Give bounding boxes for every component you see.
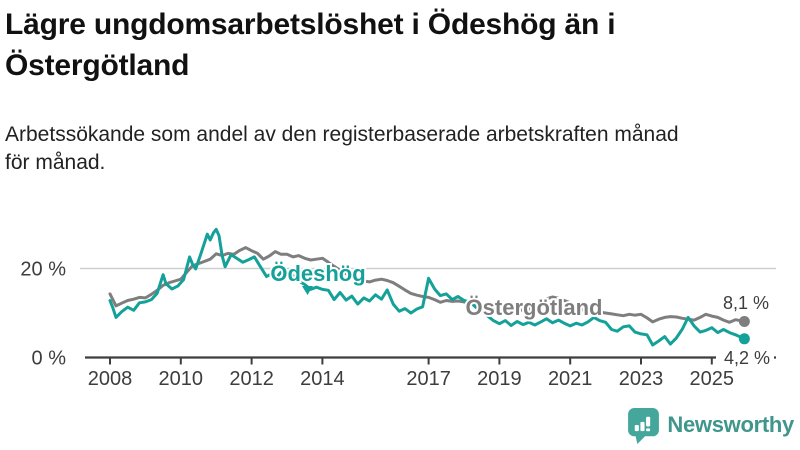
branding: Newsworthy <box>627 406 794 444</box>
chart-title: Lägre ungdomsarbetslöshet i Ödeshög än i… <box>5 4 616 86</box>
series-label-odeshog: Ödeshög <box>270 261 365 286</box>
series-end-value-odeshog: 4,2 % <box>724 348 770 368</box>
series-line-odeshog <box>108 227 746 347</box>
chart-subtitle: Arbetssökande som andel av den registerb… <box>5 121 679 177</box>
x-tick-label-2008: 2008 <box>88 368 133 390</box>
chart-subtitle-line-2: för månad. <box>5 151 106 174</box>
x-tick-label-2025: 2025 <box>690 368 735 390</box>
x-tick-label-2017: 2017 <box>406 368 451 390</box>
newsworthy-logo-icon <box>628 407 660 444</box>
series-end-dot-odeshog <box>738 333 750 345</box>
series-label-ostergotland: Östergötland <box>466 295 603 320</box>
chart-title-line-2: Östergötland <box>5 49 190 82</box>
x-tick-label-2014: 2014 <box>300 368 345 390</box>
series-end-dot-ostergotland <box>738 315 750 327</box>
x-tick-label-2012: 2012 <box>229 368 274 390</box>
y-tick-label-0: 0 % <box>32 348 67 370</box>
newsworthy-logo-text: Newsworthy <box>667 412 794 437</box>
series-label-pointer-odeshog <box>302 286 313 295</box>
end-value-label-bg <box>716 348 774 367</box>
chart-title-line-1: Lägre ungdomsarbetslöshet i Ödeshög än i <box>5 8 616 41</box>
x-tick-label-2019: 2019 <box>477 368 522 390</box>
y-tick-label-20: 20 % <box>20 259 66 281</box>
x-tick-label-2021: 2021 <box>548 368 593 390</box>
x-tick-label-2010: 2010 <box>159 368 204 390</box>
x-tick-label-2023: 2023 <box>619 368 664 390</box>
chart-subtitle-line-1: Arbetssökande som andel av den registerb… <box>5 123 679 146</box>
series-end-value-ostergotland: 8,1 % <box>723 293 769 313</box>
